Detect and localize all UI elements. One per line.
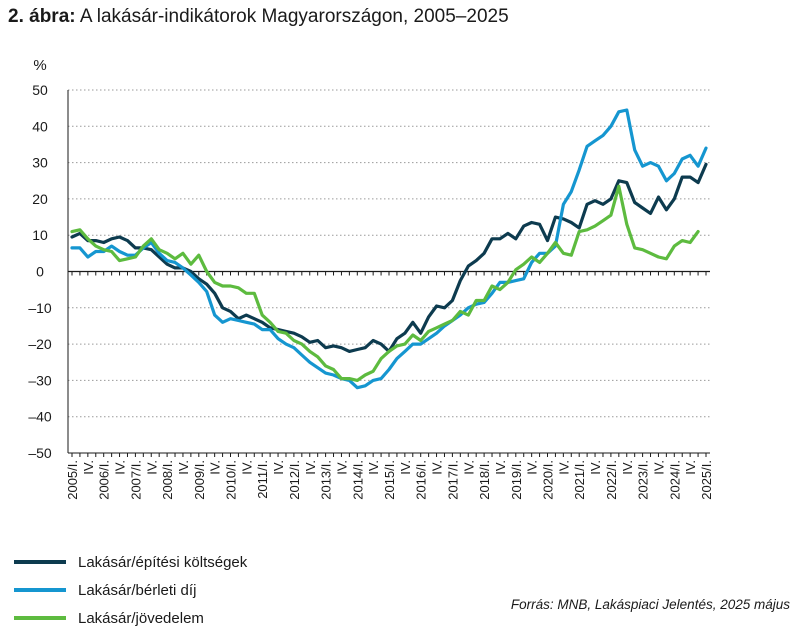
x-tick-label: 2013/I. [319,460,334,500]
x-tick-label: IV. [461,460,476,475]
y-axis-label: % [33,57,46,74]
x-tick-label: 2024/I. [667,460,682,500]
x-axis-ticks: 2005/I. IV. 2006/I. IV. 2007/I. IV. 2008/I. IV.… [65,271,714,500]
x-tick-label: 2014/I. [350,460,365,500]
series-line-3 [70,184,700,382]
x-tick-label: IV. [303,460,318,475]
x-tick-label: 2007/I. [128,460,143,500]
series-line-1 [70,162,708,353]
x-tick-label: 2016/I. [414,460,429,500]
y-tick-label: 10 [32,227,48,243]
legend-swatch-income [14,616,66,620]
x-tick-label: 2010/I. [224,460,239,500]
y-axis-ticks: 50 40 30 20 10 0 –10 –20 –30 –40 –50 [28,82,52,461]
x-tick-label: 2011/I. [255,460,270,499]
x-tick-label: IV. [683,460,698,475]
x-tick-label: IV. [176,460,191,475]
legend-label-income: Lakásár/jövedelem [78,609,204,627]
x-tick-label: 2023/I. [636,460,651,500]
x-tick-label: IV. [651,460,666,475]
x-tick-label: 2019/I. [509,460,524,500]
x-tick-label: IV. [239,460,254,475]
x-tick-label: 2018/I. [477,460,492,500]
y-tick-label: –50 [28,445,52,461]
y-tick-label: –30 [28,372,52,388]
x-tick-label: 2009/I. [192,460,207,500]
x-tick-label: 2008/I. [160,460,175,500]
legend-swatch-rent [14,588,66,592]
y-tick-label: 50 [32,82,48,98]
x-tick-label: IV. [208,460,223,475]
series-lines [70,108,708,390]
x-tick-label: IV. [430,460,445,475]
x-tick-label: 2025/I. [699,460,714,500]
x-tick-label: IV. [556,460,571,475]
x-tick-label: 2012/I. [287,460,302,500]
x-tick-label: IV. [113,460,128,475]
legend-label-rent: Lakásár/bérleti díj [78,581,197,599]
legend-swatch-cost [14,560,66,564]
x-tick-label: IV. [398,460,413,475]
x-tick-label: IV. [525,460,540,475]
x-tick-label: IV. [334,460,349,475]
y-tick-label: 30 [32,155,48,171]
legend: Lakásár/építési költségek Lakásár/bérlet… [14,548,247,632]
x-tick-label: IV. [620,460,635,475]
legend-item-cost: Lakásár/építési költségek [14,548,247,576]
x-tick-label: 2006/I. [97,460,112,500]
y-tick-label: 0 [36,264,44,280]
chart-title: 2. ábra: A lakásár-indikátorok Magyarors… [8,6,509,28]
x-tick-label: 2015/I. [382,460,397,500]
x-tick-label: IV. [366,460,381,475]
y-tick-label: –10 [28,300,52,316]
legend-item-rent: Lakásár/bérleti díj [14,576,247,604]
x-tick-label: IV. [588,460,603,475]
x-tick-label: IV. [493,460,508,475]
x-tick-label: IV. [81,460,96,475]
x-tick-label: 2020/I. [541,460,556,500]
source-note: Forrás: MNB, Lakáspiaci Jelentés, 2025 m… [510,597,790,612]
y-tick-label: –40 [28,409,52,425]
y-tick-label: 20 [32,191,48,207]
x-tick-label: 2017/I. [445,460,460,500]
x-tick-label: 2021/I. [572,460,587,500]
legend-item-income: Lakásár/jövedelem [14,604,247,632]
x-tick-label: IV. [271,460,286,475]
y-tick-label: 40 [32,118,48,134]
x-tick-label: IV. [144,460,159,475]
series-line-2 [70,108,708,390]
x-tick-label: 2005/I. [65,460,80,500]
x-tick-label: 2022/I. [604,460,619,500]
chart-title-label: 2. ábra: [8,6,76,27]
chart-title-text: A lakásár-indikátorok Magyarországon, 20… [79,6,509,27]
y-tick-label: –20 [28,336,52,352]
legend-label-cost: Lakásár/építési költségek [78,553,248,571]
